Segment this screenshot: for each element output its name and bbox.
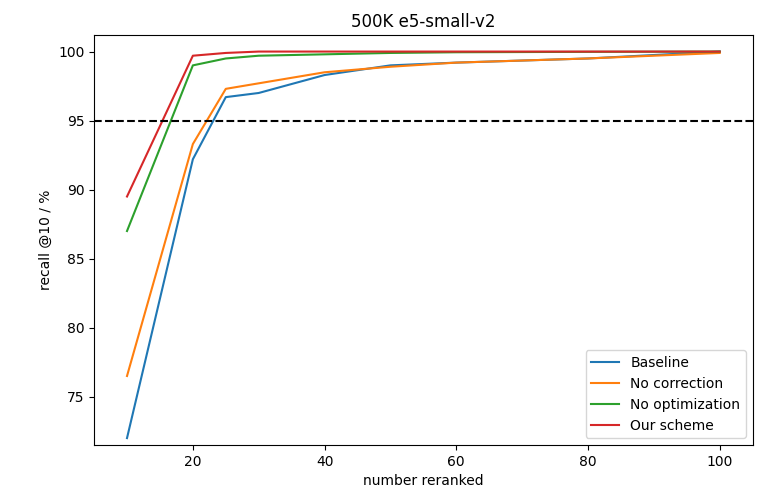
No correction	[320, 70, 329, 75]
No optimization	[452, 50, 461, 56]
Line: Baseline: Baseline	[127, 52, 720, 438]
Baseline	[254, 90, 263, 96]
Our scheme	[386, 48, 395, 54]
Our scheme	[221, 50, 230, 56]
Baseline	[122, 435, 132, 441]
Our scheme	[188, 52, 198, 59]
Line: Our scheme: Our scheme	[127, 52, 720, 197]
Our scheme	[320, 48, 329, 54]
No correction	[122, 373, 132, 379]
No correction	[583, 56, 593, 62]
Our scheme	[122, 194, 132, 200]
Baseline	[221, 94, 230, 100]
Our scheme	[452, 48, 461, 54]
No correction	[188, 141, 198, 147]
Baseline	[583, 56, 593, 62]
Baseline	[320, 72, 329, 78]
No correction	[386, 64, 395, 70]
No correction	[715, 50, 724, 56]
No optimization	[386, 50, 395, 56]
No optimization	[254, 52, 263, 59]
Baseline	[715, 48, 724, 54]
Our scheme	[715, 48, 724, 54]
No optimization	[188, 62, 198, 68]
No optimization	[221, 56, 230, 62]
Title: 500K e5-small-v2: 500K e5-small-v2	[351, 12, 495, 30]
Baseline	[452, 60, 461, 66]
Baseline	[188, 156, 198, 162]
No optimization	[320, 52, 329, 58]
No correction	[452, 60, 461, 66]
Legend: Baseline, No correction, No optimization, Our scheme: Baseline, No correction, No optimization…	[586, 350, 746, 438]
No correction	[254, 80, 263, 86]
Baseline	[386, 62, 395, 68]
Our scheme	[583, 48, 593, 54]
Line: No correction: No correction	[127, 53, 720, 376]
No optimization	[583, 49, 593, 55]
No optimization	[715, 48, 724, 54]
Our scheme	[254, 48, 263, 54]
X-axis label: number reranked: number reranked	[363, 474, 484, 488]
Line: No optimization: No optimization	[127, 52, 720, 231]
No optimization	[122, 228, 132, 234]
No correction	[221, 86, 230, 92]
Y-axis label: recall @10 / %: recall @10 / %	[38, 190, 53, 290]
